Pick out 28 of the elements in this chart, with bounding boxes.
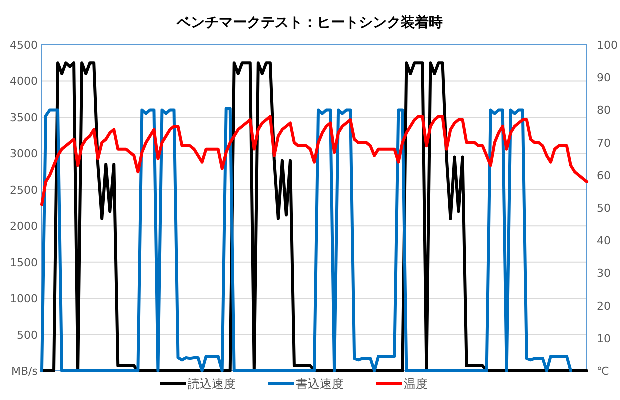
- y-tick-label: MB/s: [12, 365, 38, 378]
- y2-tick-label: 90: [597, 72, 611, 85]
- y2-tick-label: 70: [597, 136, 611, 150]
- y-tick-label: 3000: [10, 148, 38, 161]
- legend-label: 温度: [404, 377, 428, 391]
- y-tick-label: 2500: [10, 184, 38, 197]
- y2-tick-label: 100: [597, 39, 618, 52]
- y-tick-label: 4000: [10, 75, 38, 88]
- y2-tick-label: 60: [597, 169, 611, 182]
- legend-item: 温度: [376, 377, 428, 391]
- y2-tick-label: 20: [597, 300, 611, 313]
- chart-title: ベンチマークテスト：ヒートシンク装着時: [176, 14, 443, 31]
- y2-tick-label: ℃: [597, 365, 610, 378]
- y2-tick-label: 80: [597, 104, 611, 118]
- legend-item: 書込速度: [268, 377, 344, 391]
- legend-item: 読込速度: [160, 377, 236, 391]
- y-tick-label: 4500: [10, 39, 38, 52]
- y-tick-label: 500: [17, 328, 38, 342]
- y-tick-label: 3500: [10, 111, 38, 124]
- legend-label: 読込速度: [188, 377, 236, 391]
- y-tick-label: 1000: [10, 292, 38, 306]
- y2-tick-label: 30: [597, 267, 611, 280]
- y2-tick-label: 10: [597, 332, 611, 346]
- y2-tick-label: 40: [597, 234, 611, 248]
- y-tick-label: 2000: [10, 220, 38, 234]
- y2-tick-label: 50: [597, 202, 611, 215]
- y-tick-label: 1500: [10, 256, 38, 270]
- legend-label: 書込速度: [296, 377, 344, 391]
